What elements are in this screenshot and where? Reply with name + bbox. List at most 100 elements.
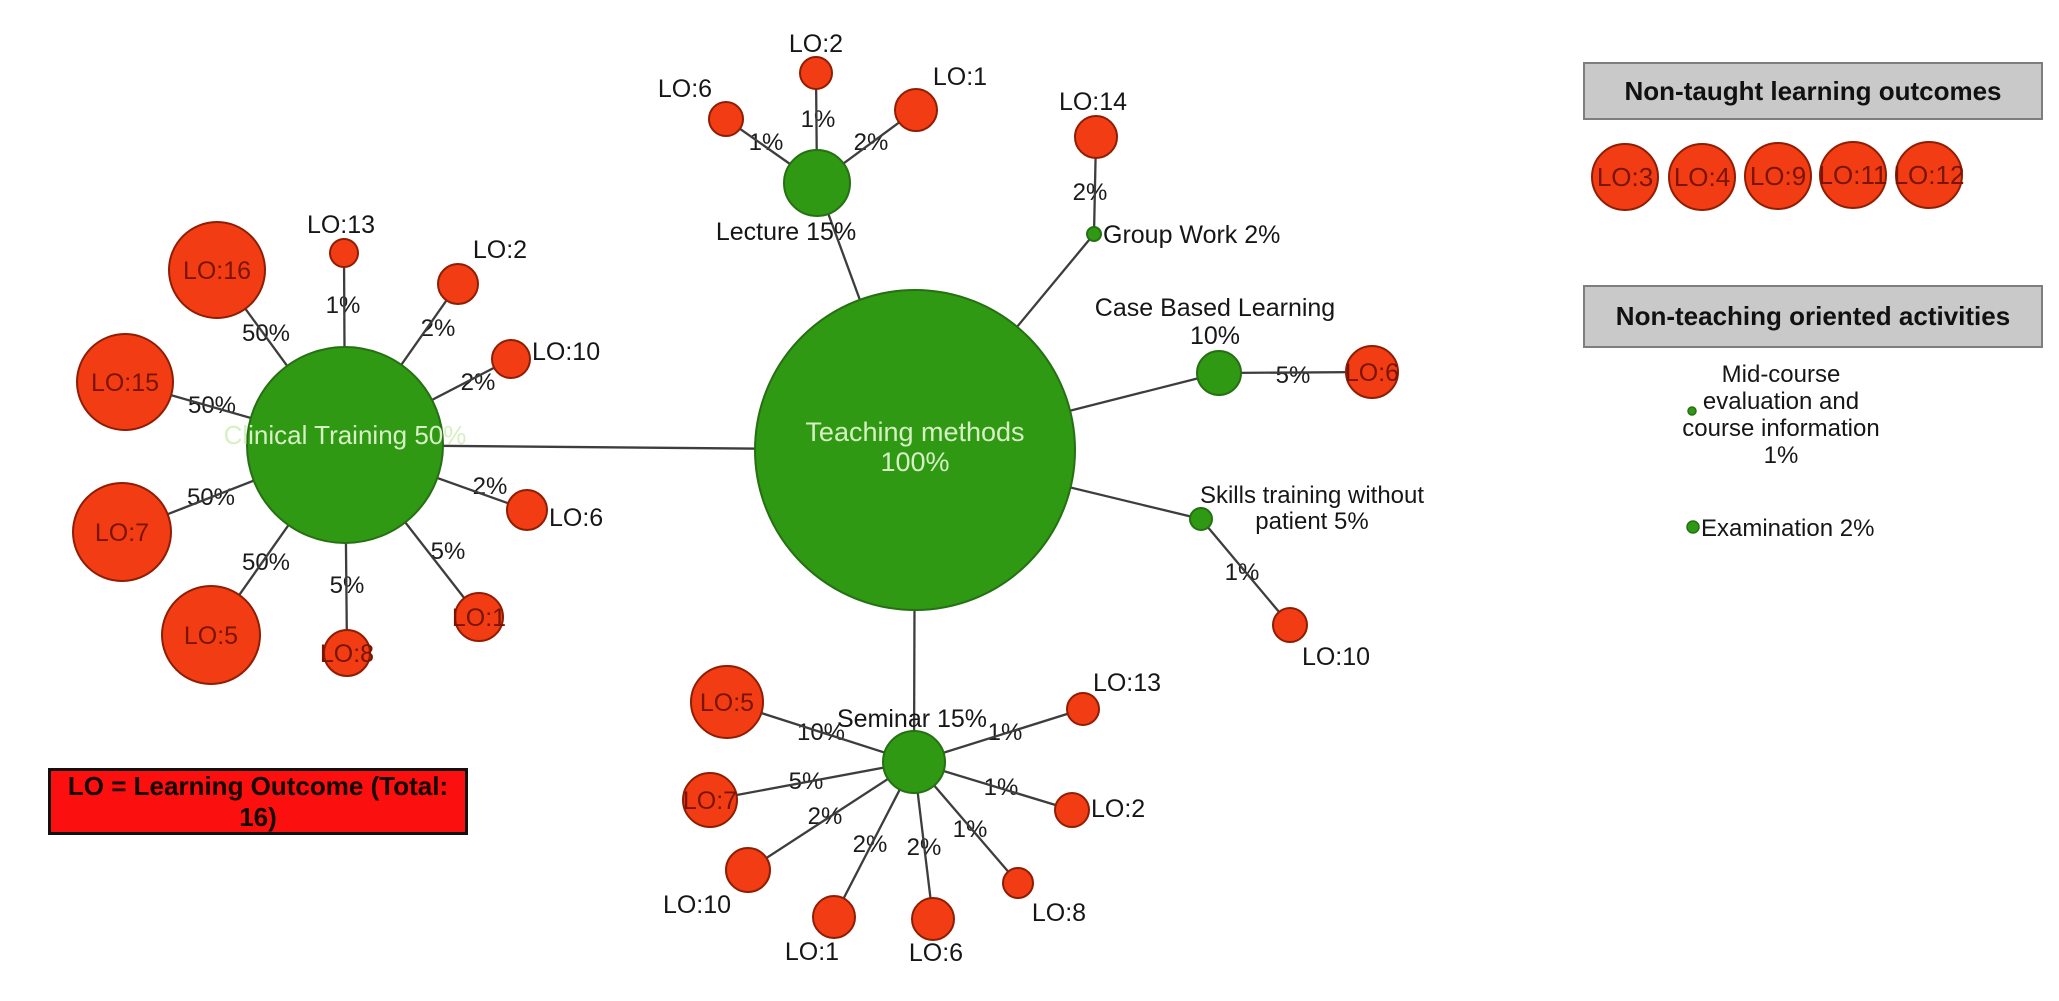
node-c-lo15 (76, 333, 174, 431)
label-c-lo5: LO:5 (184, 622, 238, 650)
label-c-lo2: LO:2 (473, 236, 527, 264)
label-c-lo7: LO:7 (95, 519, 149, 547)
legend-node-leg-lo9 (1744, 142, 1812, 210)
legend-node-leg-lo3 (1591, 143, 1659, 211)
lo-abbreviation-note: LO = Learning Outcome (Total: 16) (48, 768, 468, 835)
label-g-lo14: LO:14 (1059, 88, 1127, 116)
label-l-lo1: LO:1 (933, 63, 987, 91)
node-groupwork (1086, 226, 1102, 242)
label-cb-lo6: LO:6 (1345, 359, 1399, 387)
legend-label-leg-lo4: LO:4 (1674, 162, 1730, 192)
node-se-lo5 (690, 665, 764, 739)
edge-label-clinical-c-lo16: 50% (242, 320, 290, 347)
node-l-lo1 (894, 88, 938, 132)
label-se-lo6: LO:6 (909, 939, 963, 967)
label-cbl: 10% (1190, 322, 1240, 350)
node-lecture (783, 149, 851, 217)
node-c-lo16 (168, 221, 266, 319)
label-cbl: Case Based Learning (1095, 294, 1335, 322)
node-se-lo2 (1054, 792, 1090, 828)
edge-label-clinical-c-lo13: 1% (326, 292, 361, 319)
node-teaching (754, 289, 1076, 611)
node-s-lo10 (1272, 607, 1308, 643)
edge-label-clinical-c-lo6: 2% (473, 473, 508, 500)
legend-header-non-teaching: Non-teaching oriented activities (1583, 285, 2043, 348)
label-groupwork: Group Work 2% (1103, 221, 1280, 249)
label-skills: patient 5% (1255, 508, 1368, 535)
node-c-lo5 (161, 585, 261, 685)
label-c-lo6: LO:6 (549, 504, 603, 532)
legend-label-leg-lo9: LO:9 (1750, 161, 1806, 191)
node-cbl (1196, 350, 1242, 396)
node-se-lo8 (1002, 867, 1034, 899)
layer-nodes (72, 56, 1399, 941)
node-se-lo13 (1066, 692, 1100, 726)
legend-text-examination: Examination 2% (1701, 515, 1874, 542)
node-l-lo6 (708, 101, 744, 137)
edge-label-cbl-cb-lo6: 5% (1276, 362, 1311, 389)
label-skills: Skills training without (1200, 482, 1424, 509)
edge-label-seminar-se-lo8: 1% (953, 816, 988, 843)
edge-seminar-se-lo7 (709, 760, 915, 802)
node-c-lo10 (491, 339, 531, 379)
node-c-lo13 (329, 238, 359, 268)
node-se-lo6 (911, 897, 955, 941)
legend-node-leg-lo4 (1668, 143, 1736, 211)
label-s-lo10: LO:10 (1302, 643, 1370, 671)
legend-text-midcourse-evaluation: Mid-course (1722, 361, 1841, 388)
node-c-lo2 (437, 263, 479, 305)
edge-seminar-se-lo10 (747, 761, 915, 871)
label-se-lo8: LO:8 (1032, 899, 1086, 927)
node-se-lo10 (725, 847, 771, 893)
legend-header-non-taught: Non-taught learning outcomes (1583, 62, 2043, 120)
legend-text-midcourse-evaluation: course information (1682, 415, 1879, 442)
legend-text-midcourse-evaluation: evaluation and (1703, 388, 1859, 415)
label-seminar: Seminar 15% (837, 705, 987, 733)
node-seminar (882, 730, 946, 794)
label-l-lo6: LO:6 (658, 75, 712, 103)
label-c-lo1: LO:1 (452, 604, 506, 632)
edge-label-clinical-c-lo15: 50% (188, 392, 236, 419)
label-c-lo10: LO:10 (532, 338, 600, 366)
label-teaching: 100% (880, 447, 949, 477)
edge-label-seminar-se-lo1: 2% (853, 831, 888, 858)
node-c-lo7 (72, 482, 172, 582)
edge-skills-s-lo10 (1200, 518, 1291, 626)
legend-label-leg-lo12: LO:12 (1894, 160, 1965, 190)
node-se-lo7 (682, 772, 738, 828)
node-l-lo2 (799, 56, 833, 90)
label-c-lo15: LO:15 (91, 369, 159, 397)
label-l-lo2: LO:2 (789, 30, 843, 58)
edge-label-lecture-l-lo6: 1% (749, 129, 784, 156)
legend-node-leg-lo12 (1895, 141, 1963, 209)
label-c-lo16: LO:16 (183, 257, 251, 285)
legend-node-leg-lo11 (1819, 141, 1887, 209)
edge-label-clinical-c-lo5: 50% (242, 549, 290, 576)
label-se-lo10: LO:10 (663, 891, 731, 919)
label-c-lo8: LO:8 (320, 640, 374, 668)
legend-label-leg-lo3: LO:3 (1597, 162, 1653, 192)
label-teaching: Teaching methods (805, 417, 1024, 447)
node-c-lo8 (323, 629, 371, 677)
label-c-lo13: LO:13 (307, 211, 375, 239)
edge-label-lecture-l-lo2: 1% (801, 106, 836, 133)
label-se-lo7: LO:7 (683, 787, 737, 815)
label-se-lo5: LO:5 (700, 689, 754, 717)
edge-label-groupwork-g-lo14: 2% (1073, 179, 1108, 206)
node-se-lo1 (812, 895, 856, 939)
node-g-lo14 (1074, 115, 1118, 159)
legend-dot-examination (1686, 520, 1700, 534)
legend-text-midcourse-evaluation: 1% (1764, 442, 1799, 469)
node-c-lo1 (454, 592, 504, 642)
node-c-lo6 (506, 489, 548, 531)
label-se-lo2: LO:2 (1091, 795, 1145, 823)
label-se-lo1: LO:1 (785, 938, 839, 966)
label-se-lo13: LO:13 (1093, 669, 1161, 697)
edge-label-seminar-se-lo10: 2% (808, 803, 843, 830)
layer-edgeLabels: 1%1%2%2%5%1%10%5%2%2%2%1%1%1%50%50%50%50… (187, 106, 1310, 861)
legend-dot-midcourse-evaluation (1687, 406, 1697, 416)
node-cb-lo6 (1345, 345, 1399, 399)
